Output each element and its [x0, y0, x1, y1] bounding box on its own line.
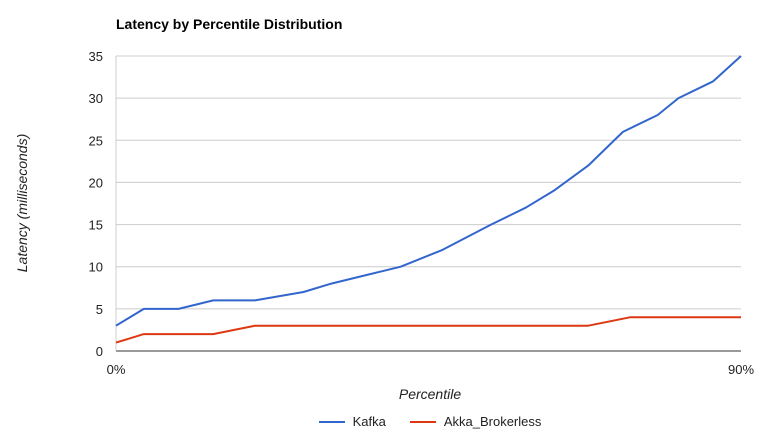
chart-title: Latency by Percentile Distribution [116, 16, 343, 32]
y-tick-label-10: 10 [89, 260, 103, 275]
x-tick-label-end: 90% [728, 362, 754, 377]
y-tick-label-30: 30 [89, 91, 103, 106]
legend-swatch-kafka [318, 420, 345, 423]
y-tick-label-25: 25 [89, 133, 103, 148]
legend-label-kafka: Kafka [352, 414, 386, 429]
y-tick-label-0: 0 [96, 344, 103, 359]
series-line-kafka [115, 55, 742, 327]
y-tick-label-35: 35 [89, 49, 103, 64]
x-tick-label-start: 0% [107, 362, 126, 377]
legend: Kafka Akka_Brokerless [0, 414, 776, 429]
legend-label-akka: Akka_Brokerless [443, 414, 542, 429]
y-tick-label-15: 15 [89, 218, 103, 233]
legend-item-kafka[interactable]: Kafka [318, 414, 386, 429]
series-line-akka-brokerless [115, 316, 741, 344]
y-axis-label: Latency (milliseconds) [14, 133, 30, 273]
legend-swatch-akka [409, 420, 436, 423]
legend-item-akka[interactable]: Akka_Brokerless [409, 414, 542, 429]
x-axis-label: Percentile [398, 386, 462, 402]
y-tick-label-5: 5 [96, 302, 103, 317]
y-tick-label-20: 20 [89, 175, 103, 190]
